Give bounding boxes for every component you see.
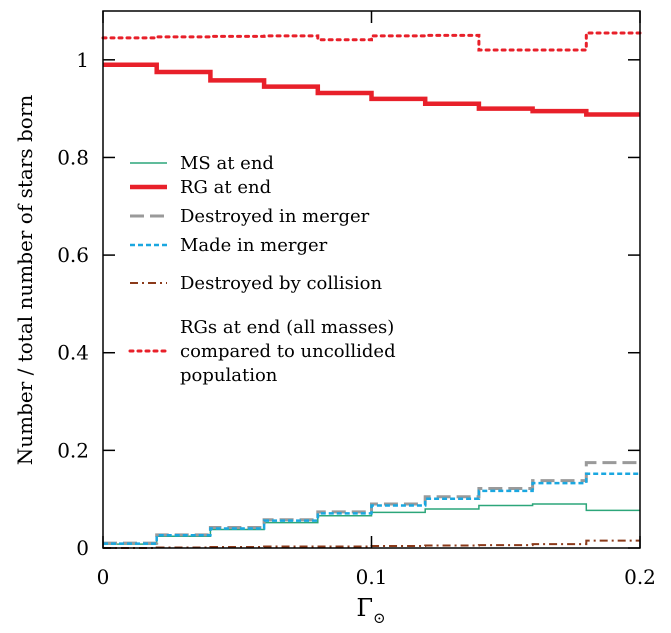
series-line-2 [103,461,640,545]
x-axis-label: Γ⊙ [356,594,385,627]
legend-label-3-0: Made in merger [180,235,328,256]
y-tick-label-4: 0.8 [57,145,89,169]
legend-label-5-1: compared to uncollided [180,341,396,362]
legend-label-2-0: Destroyed in merger [180,206,370,227]
series-line-5 [101,31,642,52]
y-tick-label-0: 0 [76,536,89,560]
x-axis-label-subscript: ⊙ [373,609,386,627]
x-tick-label-1: 0.1 [356,565,388,589]
legend-label-5-2: population [180,365,278,386]
tick-labels: 0 0.1 0.2 0 0.2 0.4 0.6 0.8 1 [57,48,656,589]
legend-label-0-0: MS at end [180,153,274,174]
y-axis-label: Number / total number of stars born [13,95,37,466]
y-tick-label-2: 0.4 [57,341,89,365]
series-line-3 [103,472,640,545]
x-tick-label-2: 0.2 [624,565,656,589]
legend: MS at end RG at end Destroyed in merger Mad… [128,153,396,386]
ticks [102,11,641,549]
legend-label-4-0: Destroyed by collision [180,273,382,294]
x-tick-label-0: 0 [97,565,110,589]
legend-label-1-0: RG at end [180,177,271,198]
y-tick-label-1: 0.2 [57,438,89,462]
legend-label-5-0: RGs at end (all masses) [180,317,394,338]
x-axis-label-symbol: Γ [356,594,373,622]
y-tick-label-3: 0.6 [57,243,89,267]
series-line-1 [103,62,640,117]
y-tick-label-5: 1 [76,48,89,72]
